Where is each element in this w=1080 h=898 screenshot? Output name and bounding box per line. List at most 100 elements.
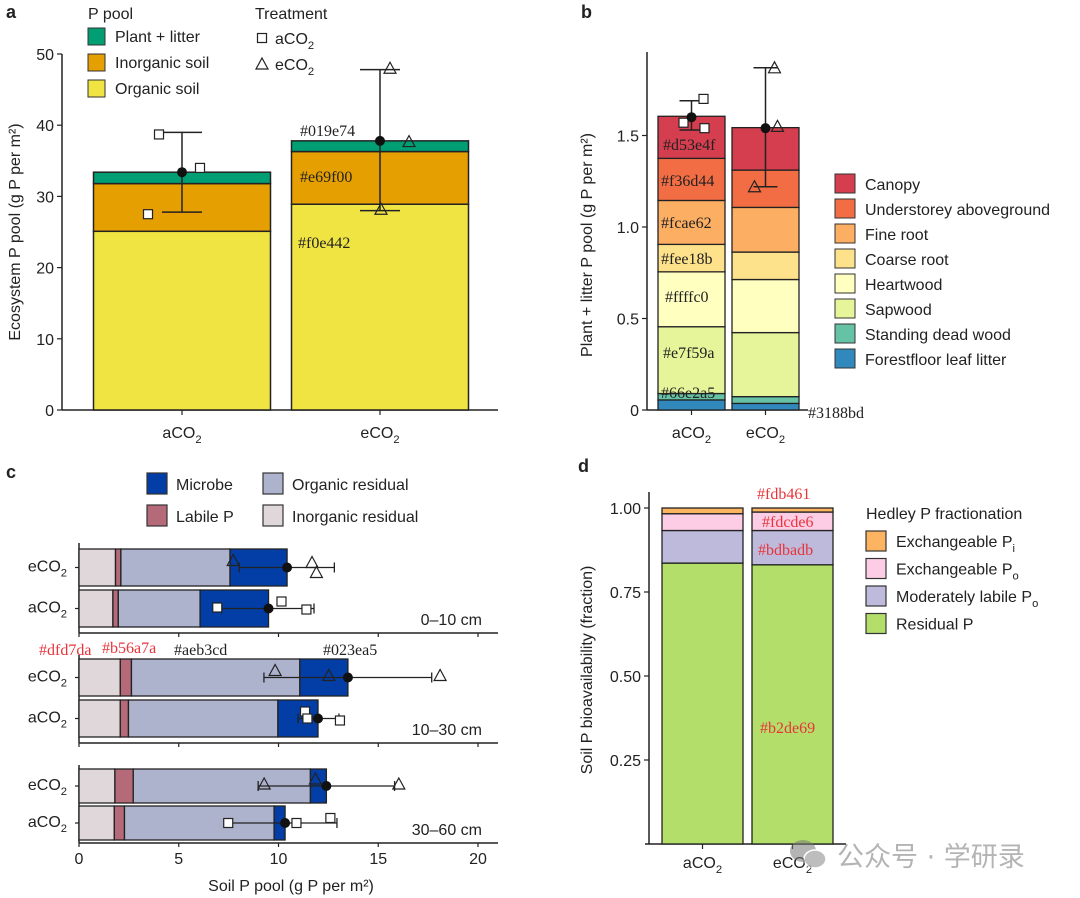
mean-point: [280, 818, 291, 828]
bar-segment-sapwood: [731, 331, 800, 398]
bar-segment-heartwood: [657, 271, 726, 328]
watermark-text: 公众号 · 学研录: [837, 842, 1025, 873]
legend-item-label: Organic soil: [115, 81, 199, 98]
panel-label-b: b: [581, 2, 592, 22]
x-tick-label: aCO2: [683, 855, 722, 876]
treatment-legend-title: Treatment: [255, 6, 328, 23]
bar-segment-sapwood: [657, 326, 726, 395]
replicate-square-marker: [302, 713, 313, 724]
legend-swatch: [834, 223, 856, 244]
bar-segment-heartwood: [731, 278, 800, 334]
legend-swatch: [834, 348, 856, 369]
mean-point: [282, 562, 293, 573]
y-tick-label: 0: [45, 403, 54, 420]
bar-segment-inorganic-residual: [78, 548, 117, 587]
legend-swatch: [865, 585, 887, 607]
legend-swatch: [146, 504, 168, 527]
replicate-square-marker: [325, 812, 336, 824]
legend-item-label: Residual P: [896, 617, 973, 634]
y-tick-label: aCO2: [28, 814, 67, 835]
bar-segment-organic-residual: [127, 699, 279, 738]
color-annotation: #aeb3cd: [174, 642, 227, 659]
legend-swatch: [865, 612, 887, 635]
legend-swatch: [262, 504, 284, 527]
panel-c: c Microbe Organic residual Labile P Inorgani…: [6, 462, 498, 895]
wechat-icon: [790, 840, 827, 869]
bar-segment-moderately-labile-p-o: [661, 529, 744, 564]
replicate-square-marker: [142, 209, 154, 220]
panel-b: b 0 0.5 1.0 1.5 Plant + litter P pool (g P pe…: [579, 2, 1050, 446]
y-tick-label: 0.5: [617, 312, 639, 329]
replicate-square-marker: [291, 817, 302, 829]
y-tick-label: 0.25: [610, 753, 641, 770]
depth-label: 0–10 cm: [421, 612, 482, 629]
x-tick-label: eCO2: [746, 425, 785, 446]
y-tick-label: 20: [36, 261, 54, 278]
mean-point: [321, 781, 332, 791]
bar-segment-residual-p: [661, 562, 744, 845]
depth-label: 30–60 cm: [412, 822, 482, 839]
wechat-bubble: [803, 849, 827, 869]
legend-swatch: [834, 198, 856, 219]
replicate-triangle-marker: [308, 771, 323, 785]
color-annotation: #023ea5: [323, 642, 377, 659]
color-annotation: #dfd7da: [39, 642, 91, 659]
bar-segment-inorganic-residual: [78, 589, 114, 628]
replicate-square-marker: [334, 715, 346, 726]
x-tick-label: 5: [174, 851, 183, 868]
bar-segment-coarse-root: [731, 251, 800, 281]
mean-point: [263, 603, 274, 614]
color-annotation: #fdb461: [757, 486, 810, 503]
legend-swatch: [262, 472, 284, 495]
color-annotation: #fdcde6: [762, 514, 814, 531]
bar-segment-inorganic-residual: [78, 768, 116, 804]
legend-title: Hedley P fractionation: [866, 506, 1022, 523]
legend-swatch: [834, 273, 856, 294]
replicate-triangle-marker: [770, 119, 785, 132]
y-tick-label: 10: [36, 332, 54, 349]
replicate-triangle-marker: [382, 60, 398, 74]
legend-item-label: Understorey aboveground: [865, 202, 1050, 219]
replicate-triangle-marker: [321, 668, 336, 682]
legend-swatch: [146, 472, 168, 495]
color-annotation: #f0e442: [298, 235, 350, 252]
bar-segment-organic-soil: [92, 230, 272, 411]
bar-segment-organic-residual: [120, 548, 231, 587]
mean-point: [313, 713, 324, 724]
y-tick-label: 1.00: [610, 501, 641, 518]
legend-swatch: [87, 53, 106, 72]
bar-segment-labile-p: [114, 548, 122, 587]
replicate-square-marker: [256, 32, 268, 44]
y-tick-label: eCO2: [28, 559, 67, 580]
color-annotation: #fcae62: [661, 215, 712, 232]
legend-item-label: Canopy: [865, 177, 920, 194]
legend-item-label: Inorganic soil: [115, 55, 209, 72]
replicate-square-marker: [301, 604, 312, 615]
replicate-square-marker: [194, 162, 206, 174]
replicate-triangle-marker: [257, 776, 272, 790]
replicate-triangle-marker: [268, 663, 283, 677]
color-annotation: #b56a7a: [102, 640, 156, 657]
legend-item-label: Fine root: [865, 227, 929, 244]
y-tick-label: 30: [36, 189, 54, 206]
bar-segment-inorganic-residual: [78, 805, 115, 841]
color-annotation: #fee18b: [661, 251, 713, 268]
legend-item-label: Coarse root: [865, 252, 949, 269]
legend-swatch: [834, 173, 856, 194]
legend-item-label: Sapwood: [865, 302, 932, 319]
color-annotation: #e69f00: [300, 169, 352, 186]
y-tick-label: 1.0: [617, 220, 639, 237]
y-tick-label: 0.75: [610, 585, 641, 602]
legend-item-label: Labile P: [176, 509, 234, 526]
y-tick-label: 0: [630, 403, 639, 420]
legend-item-label: Organic residual: [292, 477, 409, 494]
legend-swatch: [865, 530, 887, 552]
replicate-square-marker: [699, 123, 710, 134]
y-tick-label: 0.50: [610, 669, 641, 686]
replicate-triangle-marker: [254, 56, 270, 70]
replicate-square-marker: [153, 129, 165, 140]
panel-label-d: d: [578, 456, 589, 476]
replicate-square-marker: [698, 93, 709, 105]
legend-item-label: Inorganic residual: [292, 509, 418, 526]
bar-segment-exchangeable-p-i: [751, 507, 834, 513]
